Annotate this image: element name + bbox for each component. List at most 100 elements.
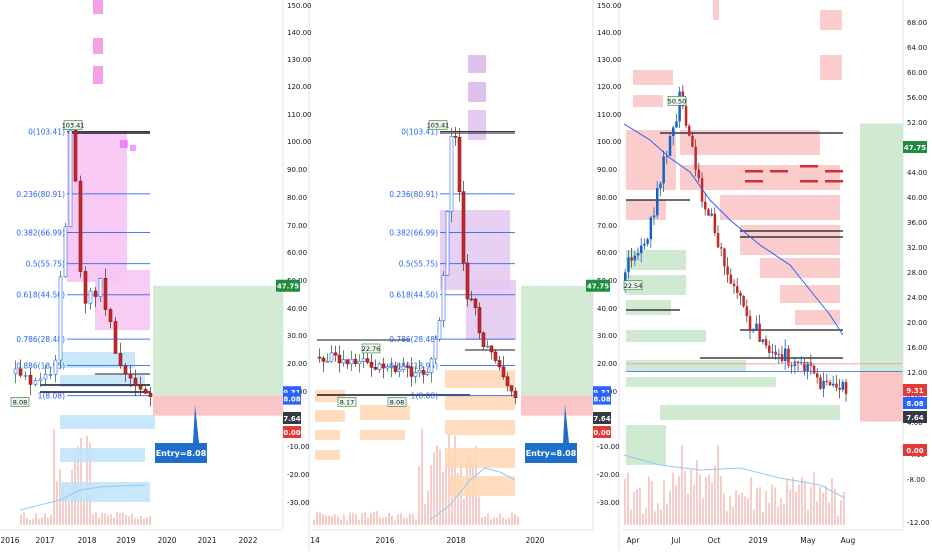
y-tick-label: 80.00 — [597, 194, 617, 202]
candle — [73, 129, 78, 182]
annotation-box — [387, 397, 407, 407]
zone-box — [626, 425, 666, 465]
volume-bar — [92, 514, 94, 525]
volume-bar — [648, 476, 650, 525]
volume-bar — [735, 490, 737, 525]
candle — [675, 121, 678, 128]
x-tick-label: 2016 — [375, 536, 394, 545]
candle — [825, 380, 829, 383]
level-dash — [770, 170, 788, 173]
target-zone — [860, 123, 903, 372]
volume-bar — [376, 511, 378, 525]
zone-box — [315, 390, 345, 402]
candle — [361, 358, 366, 362]
volume-bar — [792, 477, 794, 525]
candle — [143, 388, 148, 394]
zone-box — [445, 370, 515, 388]
volume-bar — [385, 516, 387, 525]
volume-bar — [687, 493, 689, 525]
volume-bar — [382, 517, 384, 525]
volume-bar — [104, 513, 106, 525]
zone-box — [93, 0, 103, 14]
price-badge — [593, 412, 611, 424]
annotation-label: 22.76 — [362, 345, 381, 353]
candle — [473, 298, 478, 308]
fib-label: 0.786(28.48) — [389, 335, 438, 344]
volume-bar — [765, 490, 767, 525]
moving-average-line — [19, 484, 146, 511]
volume-bar — [409, 513, 411, 525]
entry-callout — [525, 405, 577, 463]
volume-bar — [484, 516, 486, 525]
volume-bar — [487, 512, 489, 525]
candle — [764, 339, 768, 346]
y-tick-label: 150.00 — [597, 2, 622, 10]
candle — [732, 283, 736, 287]
volume-bar — [502, 517, 504, 525]
volume-bar — [343, 514, 345, 525]
zone-box — [93, 66, 103, 84]
volume-bar — [645, 508, 647, 525]
x-tick-label: Oct — [708, 536, 721, 545]
candle — [652, 215, 656, 218]
volume-bar — [774, 487, 776, 525]
x-tick-label: 2021 — [197, 536, 216, 545]
volume-bar — [726, 511, 728, 525]
y-tick-label: 130.00 — [287, 56, 312, 64]
y-tick-label: 20.00 — [597, 360, 617, 368]
candle — [688, 125, 691, 136]
candle — [465, 262, 470, 300]
candle — [437, 320, 442, 340]
level-dash — [800, 165, 818, 168]
y-tick-label: 70.00 — [597, 222, 617, 230]
candle — [353, 358, 358, 364]
candle — [345, 359, 350, 365]
price-badge-label: 47.75 — [277, 283, 299, 291]
candle — [133, 377, 138, 386]
candle — [421, 370, 426, 375]
price-badge-label: 0.00 — [906, 447, 923, 455]
volume-bar — [101, 513, 103, 525]
y-tick-label: 110.00 — [287, 111, 312, 119]
y-tick-label: 90.00 — [287, 166, 307, 174]
volume-bar — [723, 493, 725, 525]
volume-bar — [768, 503, 770, 525]
candle — [501, 366, 506, 378]
fib-label: 0.886(18.95) — [16, 362, 65, 371]
price-badge — [593, 392, 611, 405]
volume-bar — [373, 511, 375, 525]
zone-box — [445, 448, 515, 468]
y-tick-label: 120.00 — [597, 83, 622, 91]
y-tick-label: 56.00 — [907, 94, 927, 102]
volume-bar — [337, 516, 339, 525]
volume-bar — [23, 511, 25, 525]
y-tick-label: 40.00 — [907, 194, 927, 202]
volume-bar — [436, 445, 438, 525]
volume-bar — [355, 514, 357, 525]
zone-box — [795, 310, 840, 325]
y-tick-label: 52.00 — [907, 119, 927, 127]
volume-bar — [669, 490, 671, 525]
candle — [58, 276, 63, 361]
volume-bar — [654, 511, 656, 525]
volume-bar — [690, 468, 692, 525]
volume-bar — [651, 481, 653, 525]
volume-bar — [636, 489, 638, 525]
zone-box — [450, 476, 515, 496]
stop-zone — [521, 395, 593, 416]
zone-box — [626, 360, 746, 372]
volume-bar — [804, 480, 806, 525]
volume-bar — [128, 516, 130, 525]
annotation-label: 103.41 — [427, 122, 450, 130]
volume-bar — [819, 486, 821, 525]
candle — [771, 351, 774, 353]
zone-box — [120, 140, 128, 148]
volume-bar — [110, 514, 112, 525]
candle — [417, 370, 422, 373]
candle — [649, 217, 653, 240]
fib-label: 0.886(18.95) — [389, 362, 438, 371]
candle — [748, 316, 752, 332]
volume-bar — [406, 517, 408, 525]
candle — [489, 345, 494, 353]
annotation-box — [337, 397, 357, 407]
